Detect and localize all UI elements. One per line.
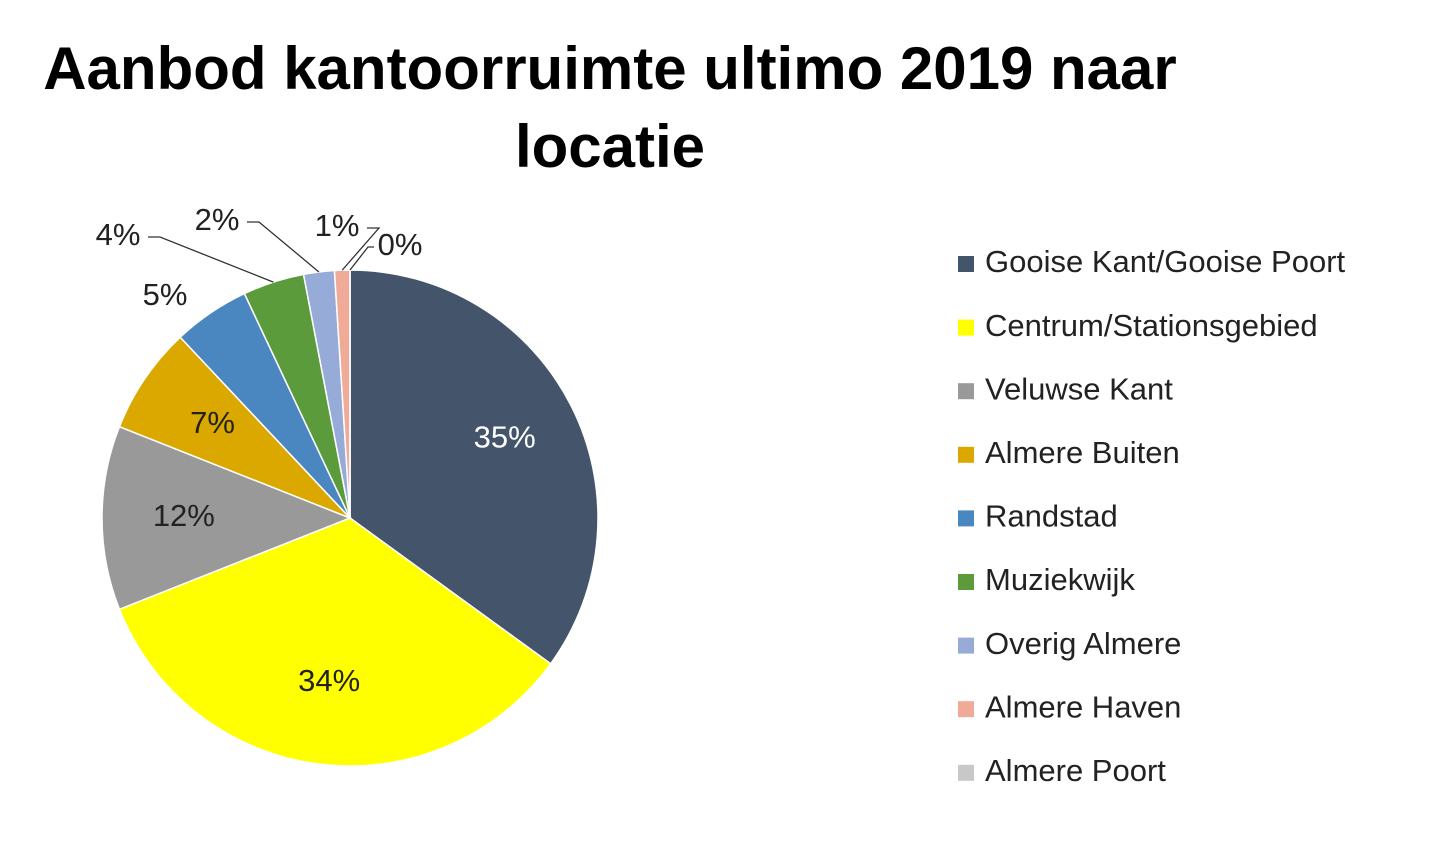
legend-label: Centrum/Stationsgebied xyxy=(985,308,1318,343)
legend-swatch xyxy=(958,383,974,400)
data-label: 5% xyxy=(143,277,188,312)
legend-label: Randstad xyxy=(985,499,1118,534)
leader-line xyxy=(349,246,374,271)
legend-swatch xyxy=(958,574,974,590)
data-label: 35% xyxy=(474,419,536,454)
legend-label: Gooise Kant/Gooise Poort xyxy=(985,244,1346,279)
pie-slice xyxy=(349,269,599,665)
legend-label: Veluwse Kant xyxy=(985,371,1173,406)
legend-swatch xyxy=(958,319,974,336)
legend-label: Almere Poort xyxy=(985,753,1166,788)
chart-title: Aanbod kantoorruimte ultimo 2019 naar lo… xyxy=(43,35,1177,180)
data-label: 2% xyxy=(195,202,240,237)
legend-swatch xyxy=(958,256,974,272)
legend-swatch xyxy=(958,446,974,463)
leader-line xyxy=(148,236,274,283)
leader-line xyxy=(247,221,320,273)
legend-label: Muziekwijk xyxy=(985,562,1135,597)
data-label: 4% xyxy=(96,217,141,252)
legend-swatch xyxy=(958,637,974,654)
data-label: 12% xyxy=(153,498,215,533)
pie-slice xyxy=(118,336,351,519)
legend-label: Almere Haven xyxy=(985,689,1181,724)
pie-slice xyxy=(118,517,552,767)
pie-slice xyxy=(101,425,353,611)
legend-swatch xyxy=(958,764,974,781)
legend-label: Almere Buiten xyxy=(985,435,1180,470)
legend-label: Overig Almere xyxy=(985,626,1181,661)
data-label: 7% xyxy=(190,405,235,440)
data-label: 1% xyxy=(315,208,360,243)
data-label: 34% xyxy=(298,663,360,698)
legend-swatch xyxy=(958,701,974,718)
data-label: 0% xyxy=(378,227,423,262)
leader-line xyxy=(341,227,381,271)
legend-swatch xyxy=(958,510,974,527)
